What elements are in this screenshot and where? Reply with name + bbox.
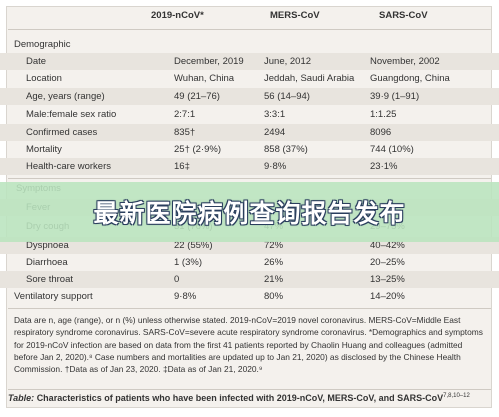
table-cell: 744 (10%) [370, 144, 414, 155]
table-cell: 80% [264, 291, 284, 302]
table-cell: 56 (14–94) [264, 91, 310, 102]
table-cell: 49 (21–76) [174, 91, 220, 102]
table-cell: 14–20% [370, 291, 405, 302]
table-cell: 835† [174, 127, 196, 138]
table-cell: 40–42% [370, 240, 405, 251]
header-divider [8, 29, 491, 30]
table-caption: Table: Characteristics of patients who h… [8, 393, 470, 403]
table-row: Date December, 2019 June, 2012 November, 20… [0, 53, 499, 70]
header-2019-ncov: 2019-nCoV* [151, 10, 204, 21]
table-cell: Guangdong, China [370, 73, 450, 84]
caption-text: Characteristics of patients who have bee… [36, 393, 444, 403]
row-label: Ventilatory support [14, 291, 93, 302]
caption-refs: 7,8,10–12 [443, 393, 470, 399]
table-cell: 20–25% [370, 257, 405, 268]
table-row: Confirmed cases 835† 2494 8096 [0, 124, 499, 141]
table-cell: 16‡ [174, 161, 190, 172]
table-row: Mortality 25† (2·9%) 858 (37%) 744 (10%) [0, 141, 499, 158]
table-cell: 21% [264, 274, 284, 285]
row-label: Health-care workers [26, 161, 111, 172]
table-cell: 26% [264, 257, 284, 268]
table-cell: 858 (37%) [264, 144, 308, 155]
caption-divider [8, 389, 491, 390]
table-cell: 8096 [370, 127, 392, 138]
table-cell: 1:1.25 [370, 109, 397, 120]
table-cell: Jeddah, Saudi Arabia [264, 73, 355, 84]
row-label: Dyspnoea [26, 240, 69, 251]
row-label: Date [26, 56, 47, 67]
promo-banner[interactable]: 最新医院病例查询报告发布 [0, 182, 499, 242]
table-cell: 3:3:1 [264, 109, 286, 120]
symptoms-divider [8, 178, 491, 179]
table-cell: 22 (55%) [174, 240, 213, 251]
table-cell: 9·8% [264, 161, 287, 172]
row-label: Confirmed cases [26, 127, 98, 138]
table-row: Health-care workers 16‡ 9·8% 23·1% [0, 158, 499, 175]
table-row: Age, years (range) 49 (21–76) 56 (14–94) 39… [0, 88, 499, 105]
table-cell: 39·9 (1–91) [370, 91, 420, 102]
table-cell: 13–25% [370, 274, 405, 285]
table-row: Ventilatory support 9·8% 80% 14–20% [0, 288, 499, 305]
table-cell: 1 (3%) [174, 257, 202, 268]
row-label: Male:female sex ratio [26, 109, 117, 120]
banner-title[interactable]: 最新医院病例查询报告发布 [93, 199, 406, 228]
row-label: Age, years (range) [26, 91, 105, 102]
table-cell: November, 2002 [370, 56, 440, 67]
table-cell: June, 2012 [264, 56, 312, 67]
table-cell: 2:7:1 [174, 109, 196, 120]
table-cell: 9·8% [174, 291, 197, 302]
table-row: Location Wuhan, China Jeddah, Saudi Arabia… [0, 70, 499, 87]
table-cell: Wuhan, China [174, 73, 235, 84]
table-cell: December, 2019 [174, 56, 244, 67]
table-row: Male:female sex ratio 2:7:1 3:3:1 1:1.25 [0, 106, 499, 123]
header-mers-cov: MERS-CoV [270, 10, 320, 21]
header-sars-cov: SARS-CoV [379, 10, 428, 21]
table-cell: 72% [264, 240, 284, 251]
footnote-divider [8, 308, 491, 309]
table-row: Diarrhoea 1 (3%) 26% 20–25% [0, 254, 499, 271]
table-cell: 25† (2·9%) [174, 144, 221, 155]
row-label: Demographic [14, 39, 71, 50]
table-row: Demographic [0, 36, 499, 53]
table-row: Sore throat 0 21% 13–25% [0, 271, 499, 288]
table-footnote: Data are n, age (range), or n (%) unless… [14, 315, 483, 375]
caption-prefix: Table: [8, 393, 35, 403]
row-label: Mortality [26, 144, 62, 155]
table-cell: 0 [174, 274, 180, 285]
row-label: Sore throat [26, 274, 73, 285]
table-cell: 23·1% [370, 161, 398, 172]
row-label: Location [26, 73, 62, 84]
table-cell: 2494 [264, 127, 286, 138]
row-label: Diarrhoea [26, 257, 68, 268]
